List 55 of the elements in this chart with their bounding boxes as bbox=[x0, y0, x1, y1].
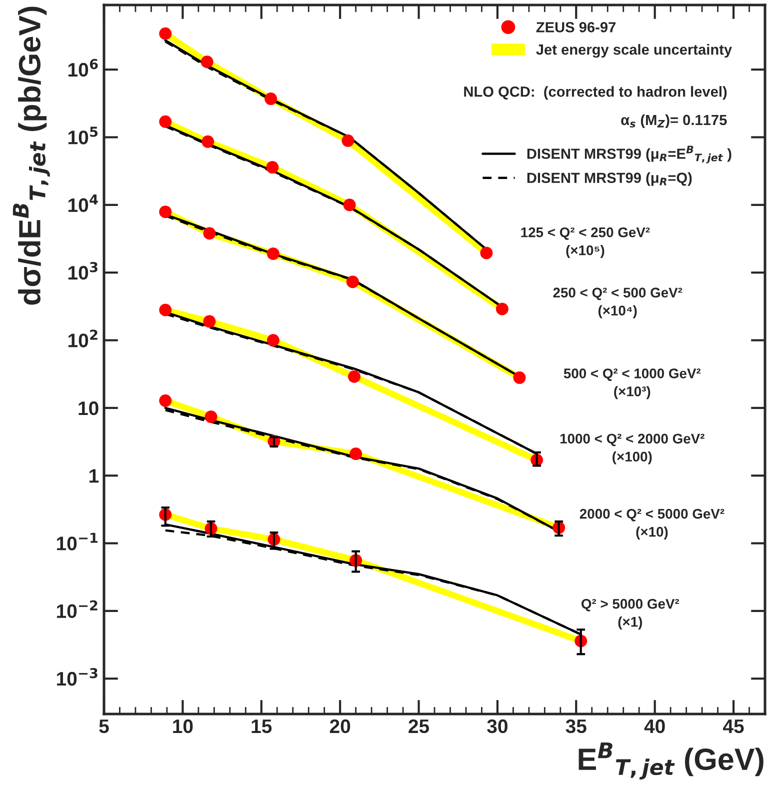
y-tick-label: 10$^{4}$ bbox=[68, 194, 98, 212]
point bbox=[346, 276, 359, 288]
y-tick-label: 10$^{3}$ bbox=[68, 262, 98, 280]
x-tick-label: 45 bbox=[723, 720, 744, 734]
annotation: 500 < Q² < 1000 GeV² (×10³) bbox=[564, 368, 701, 400]
annotation: 2000 < Q² < 5000 GeV² (×10) bbox=[580, 508, 724, 540]
point bbox=[202, 135, 214, 148]
point bbox=[266, 247, 280, 260]
y-tick-label: 10$^{−3}$ bbox=[57, 668, 98, 686]
point bbox=[348, 370, 360, 383]
annotation: 1000 < Q² < 2000 GeV² (×100) bbox=[560, 434, 704, 464]
point bbox=[200, 56, 214, 68]
y-tick-label: 10$^{2}$ bbox=[68, 330, 98, 348]
point bbox=[350, 448, 362, 460]
x-tick-label: 30 bbox=[487, 719, 508, 734]
annotation: NLO QCD: (corrected to hadron level) bbox=[464, 86, 727, 100]
legend-label: ZEUS 96-97 bbox=[536, 22, 616, 32]
x-tick-label: 5 bbox=[99, 720, 109, 734]
point bbox=[159, 206, 172, 218]
legend-label: DISENT MRST99 (μ$_{R}$=Q) bbox=[527, 172, 692, 186]
legend-label: Jet energy scale uncertainty bbox=[536, 44, 732, 58]
x-tick-label: 40 bbox=[644, 719, 665, 734]
y-tick-label: 1 bbox=[90, 469, 99, 483]
y-tick-label: 10 bbox=[78, 401, 98, 416]
point bbox=[343, 198, 356, 212]
y-tick-label: 10$^{−1}$ bbox=[57, 532, 98, 550]
point bbox=[264, 92, 278, 106]
y-tick-label: 10$^{5}$ bbox=[68, 126, 98, 144]
annotation: 250 < Q² < 500 GeV² (×10⁴) bbox=[553, 288, 682, 318]
point bbox=[480, 246, 493, 260]
point bbox=[159, 304, 172, 316]
y-tick-label: 10$^{6}$ bbox=[68, 58, 98, 77]
point bbox=[159, 27, 172, 40]
point bbox=[496, 302, 508, 316]
point bbox=[203, 315, 216, 328]
point bbox=[159, 394, 172, 407]
annotation: α$_{s}$ (M$_{Z}$)= 0.1175 bbox=[621, 114, 727, 128]
point bbox=[204, 410, 218, 424]
point bbox=[513, 371, 526, 384]
point bbox=[159, 115, 172, 128]
y-tick-label: 10$^{−2}$ bbox=[57, 600, 98, 618]
point bbox=[342, 134, 354, 147]
x-axis-title: E$^{B}$$_{T,jet}$ (GeV) bbox=[578, 742, 764, 780]
x-tick-label: 25 bbox=[408, 719, 430, 734]
legend-label: DISENT MRST99 (μ$_{R}$=E$^{B}$$_{T,jet}$ ) bbox=[527, 146, 732, 164]
x-tick-label: 20 bbox=[330, 719, 350, 734]
point bbox=[203, 227, 216, 240]
y-axis-title: dσ/dE$^{B}$$_{T,jet}$ (pb/GeV) bbox=[12, 6, 50, 305]
annotation: 125 < Q² < 250 GeV² (×10⁵) bbox=[521, 227, 650, 258]
point bbox=[266, 334, 280, 347]
x-tick-label: 35 bbox=[566, 719, 586, 734]
annotation: Q² > 5000 GeV² (×1) bbox=[582, 598, 680, 630]
x-tick-label: 10 bbox=[173, 719, 193, 734]
point bbox=[266, 161, 279, 174]
x-tick-label: 15 bbox=[252, 720, 272, 734]
